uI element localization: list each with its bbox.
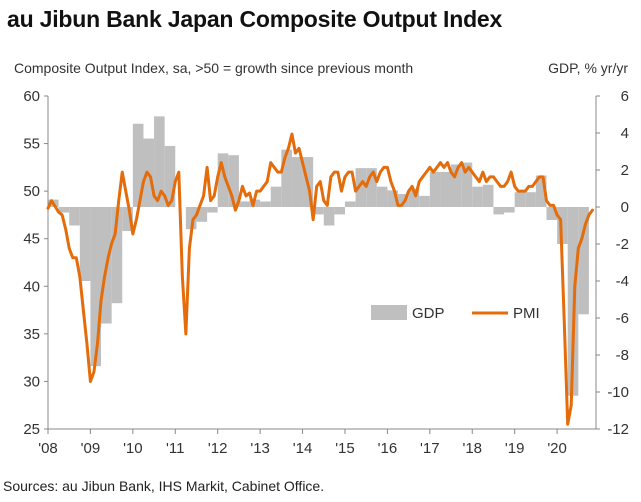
gdp-bar bbox=[472, 186, 483, 207]
x-axis-tick-label: '11 bbox=[166, 440, 184, 457]
right-axis-caption: GDP, % yr/yr bbox=[548, 60, 628, 76]
gdp-bar bbox=[440, 171, 452, 207]
x-axis-tick-label: '08 bbox=[38, 440, 58, 457]
legend-pmi-label: PMI bbox=[513, 305, 540, 322]
x-axis-tick-label: '13 bbox=[250, 440, 270, 457]
left-axis-tick-label: 50 bbox=[23, 183, 40, 200]
gdp-bar bbox=[461, 162, 473, 207]
gdp-bar bbox=[90, 207, 102, 367]
right-axis-tick-label: -12 bbox=[607, 421, 629, 438]
right-axis-tick-label: -2 bbox=[616, 236, 629, 253]
gdp-bar bbox=[291, 157, 303, 207]
gdp-bar bbox=[217, 153, 229, 207]
chart-canvas: 60 55 50 45 40 35 30 25 6 4 2 0 -2 -4 -6 -8 -10 -12 '08 '09… bbox=[23, 88, 629, 457]
right-axis-tick-label: 4 bbox=[621, 125, 629, 142]
gdp-bar bbox=[535, 175, 547, 207]
right-axis-tick-label: -4 bbox=[616, 273, 629, 290]
gdp-bar bbox=[313, 207, 324, 215]
x-axis-tick-label: '20 bbox=[547, 440, 567, 457]
gdp-bar bbox=[398, 194, 409, 207]
gdp-bar bbox=[122, 207, 133, 232]
gdp-bar bbox=[419, 195, 430, 207]
gdp-bar bbox=[355, 168, 367, 207]
gdp-bar bbox=[132, 123, 144, 207]
source-note: Sources: au Jibun Bank, IHS Markit, Cabi… bbox=[3, 478, 325, 494]
x-axis-tick-label: '12 bbox=[208, 440, 228, 457]
gdp-bar bbox=[196, 207, 208, 222]
left-axis-tick-label: 45 bbox=[23, 231, 40, 248]
x-axis-tick-label: '10 bbox=[123, 440, 143, 457]
gdp-bar bbox=[366, 168, 377, 207]
gdp-bar bbox=[504, 207, 515, 213]
right-axis-tick-label: 2 bbox=[621, 162, 629, 179]
legend-gdp-swatch bbox=[371, 305, 407, 320]
pmi-line bbox=[46, 132, 594, 426]
gdp-bar bbox=[376, 186, 388, 207]
gdp-bar bbox=[154, 116, 165, 207]
left-axis-tick-label: 60 bbox=[23, 88, 40, 105]
gdp-bar bbox=[79, 207, 91, 281]
gdp-bar bbox=[228, 155, 239, 207]
left-axis-tick-label: 55 bbox=[23, 136, 40, 153]
gdp-bar bbox=[164, 145, 176, 207]
gdp-bar bbox=[334, 207, 345, 215]
left-axis-tick-label: 25 bbox=[23, 421, 40, 438]
legend-gdp-label: GDP bbox=[412, 305, 445, 322]
gdp-bar bbox=[111, 207, 123, 304]
gdp-bar bbox=[578, 207, 589, 315]
right-axis-tick-label: -8 bbox=[616, 347, 629, 364]
left-axis-tick-label: 30 bbox=[23, 373, 40, 390]
left-axis-tick-label: 35 bbox=[23, 326, 40, 343]
x-axis-tick-label: '14 bbox=[293, 440, 313, 457]
gdp-bar bbox=[525, 192, 536, 207]
left-axis-caption: Composite Output Index, sa, >50 = growth… bbox=[14, 60, 414, 76]
x-axis-tick-label: '16 bbox=[378, 440, 398, 457]
x-axis-tick-label: '19 bbox=[505, 440, 525, 457]
gdp-bar bbox=[260, 201, 271, 207]
gdp-bar bbox=[429, 171, 441, 207]
x-axis-tick-label: '18 bbox=[462, 440, 482, 457]
gdp-bar bbox=[69, 207, 80, 226]
right-axis-tick-label: 6 bbox=[621, 88, 629, 105]
gdp-bar bbox=[323, 207, 335, 226]
gdp-bar bbox=[408, 188, 420, 207]
gdp-bar bbox=[387, 190, 399, 207]
x-axis-tick-label: '09 bbox=[81, 440, 101, 457]
gdp-bar bbox=[58, 207, 70, 213]
right-axis-tick-label: -6 bbox=[616, 310, 629, 327]
gdp-bar bbox=[546, 207, 558, 220]
gdp-bar bbox=[493, 207, 505, 215]
gdp-bar bbox=[482, 184, 494, 207]
gdp-bar bbox=[207, 207, 218, 213]
x-axis-tick-label: '17 bbox=[420, 440, 440, 457]
gdp-bar bbox=[185, 207, 197, 230]
x-axis-tick-label: '15 bbox=[335, 440, 355, 457]
gdp-bar bbox=[344, 201, 356, 207]
gdp-bar bbox=[281, 149, 292, 207]
gdp-bar bbox=[238, 201, 250, 207]
left-axis-tick-label: 40 bbox=[23, 278, 40, 295]
chart-title: au Jibun Bank Japan Composite Output Ind… bbox=[7, 6, 503, 32]
gdp-bar bbox=[270, 186, 282, 207]
right-axis-tick-label: -10 bbox=[607, 384, 629, 401]
gdp-bar bbox=[514, 192, 526, 207]
gdp-bar bbox=[557, 207, 568, 244]
gdp-bar bbox=[451, 164, 462, 207]
right-axis-tick-label: 0 bbox=[621, 199, 629, 216]
